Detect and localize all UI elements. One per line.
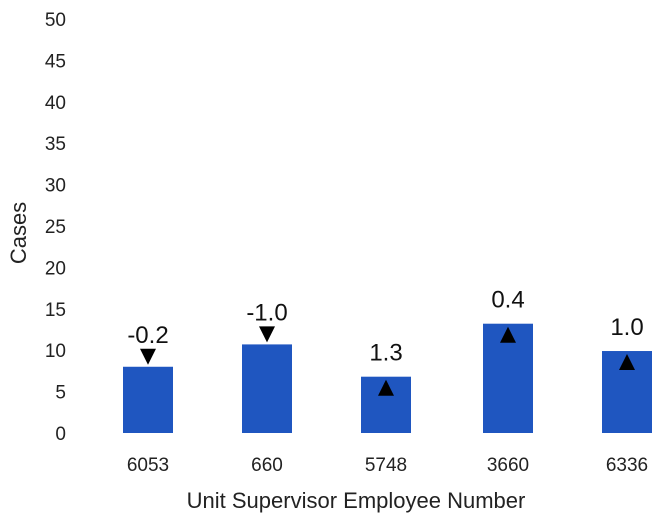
data-label: 1.0 bbox=[610, 314, 643, 341]
y-tick-label: 35 bbox=[45, 134, 66, 155]
y-tick-label: 0 bbox=[55, 424, 66, 445]
x-tick-label: 6336 bbox=[606, 455, 648, 476]
x-tick-label: 5748 bbox=[365, 455, 407, 476]
y-tick-label: 10 bbox=[45, 341, 66, 362]
bar bbox=[123, 366, 173, 433]
y-tick-label: 25 bbox=[45, 217, 66, 238]
x-tick-label: 6053 bbox=[127, 455, 169, 476]
data-label: 1.3 bbox=[369, 340, 402, 367]
y-tick-label: 5 bbox=[55, 383, 66, 404]
x-axis-title: Unit Supervisor Employee Number bbox=[187, 488, 526, 513]
y-tick-label: 40 bbox=[45, 93, 66, 114]
up-triangle-marker bbox=[619, 354, 635, 371]
x-axis-ticks: 6053 660 5748 3660 6336 bbox=[127, 455, 648, 476]
data-labels: -0.2 -1.0 1.3 0.4 1.0 bbox=[127, 287, 643, 367]
y-tick-label: 30 bbox=[45, 176, 66, 197]
direction-markers bbox=[140, 326, 635, 396]
x-tick-label: 660 bbox=[251, 455, 283, 476]
data-label: -0.2 bbox=[127, 322, 168, 349]
bar bbox=[242, 344, 292, 433]
x-tick-label: 3660 bbox=[487, 455, 529, 476]
y-tick-label: 15 bbox=[45, 300, 66, 321]
y-axis-title: Cases bbox=[6, 202, 31, 264]
data-label: -1.0 bbox=[246, 299, 287, 326]
down-triangle-marker bbox=[259, 326, 275, 343]
up-triangle-marker bbox=[500, 326, 516, 343]
y-tick-label: 45 bbox=[45, 51, 66, 72]
y-axis-ticks: 0 5 10 15 20 25 30 35 40 45 50 bbox=[45, 10, 66, 445]
y-tick-label: 50 bbox=[45, 10, 66, 31]
y-tick-label: 20 bbox=[45, 258, 66, 279]
data-label: 0.4 bbox=[491, 287, 524, 314]
up-triangle-marker bbox=[378, 379, 394, 396]
down-triangle-marker bbox=[140, 348, 156, 365]
